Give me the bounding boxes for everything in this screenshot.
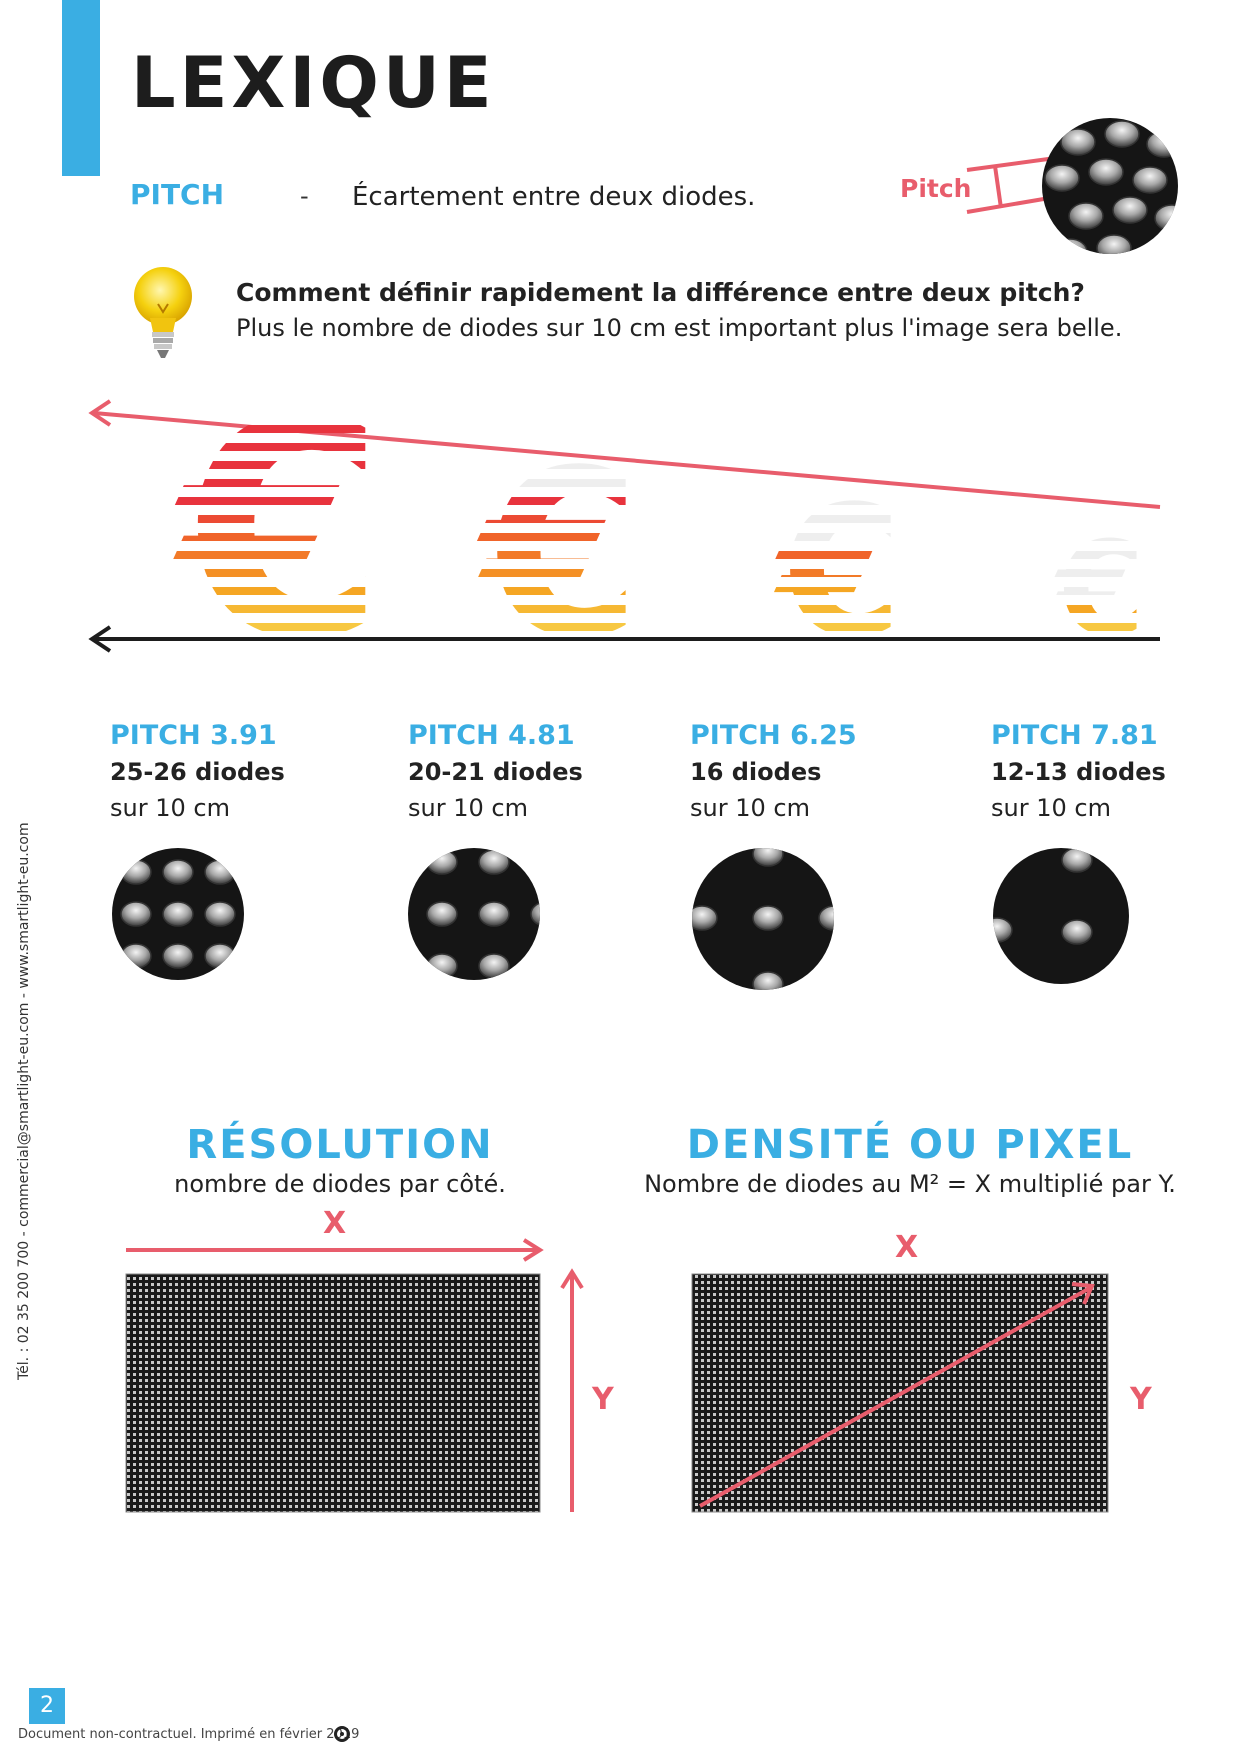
pitch-term-label: PITCH bbox=[130, 178, 225, 211]
footer-note: Document non-contractuel. Imprimé en fév… bbox=[18, 1727, 360, 1742]
page-number: 2 bbox=[29, 1688, 65, 1724]
led-sample-781-icon bbox=[993, 848, 1129, 984]
contact-sidebar-text: Tél. : 02 35 200 700 - commercial@smartl… bbox=[16, 822, 32, 1380]
pitch-name: PITCH 6.25 bbox=[690, 720, 857, 751]
led-closeup-icon bbox=[1042, 118, 1178, 254]
pitch-name: PITCH 4.81 bbox=[408, 720, 575, 751]
led-sample-625-icon bbox=[692, 848, 834, 990]
tip-answer: Plus le nombre de diodes sur 10 cm est i… bbox=[236, 314, 1123, 342]
pitch-diodes: 25-26 diodes bbox=[110, 758, 285, 786]
tip-question: Comment définir rapidement la différence… bbox=[236, 278, 1085, 307]
pitch-diodes: 16 diodes bbox=[690, 758, 822, 786]
pitch-item-391: PITCH 3.91 25-26 diodes sur 10 cm bbox=[110, 718, 370, 826]
density-title: DENSITÉ OU PIXEL bbox=[686, 1122, 1134, 1168]
pitch-diodes: 12-13 diodes bbox=[991, 758, 1166, 786]
euro-icon-large bbox=[167, 425, 386, 631]
pitch-item-481: PITCH 4.81 20-21 diodes sur 10 cm bbox=[408, 718, 668, 826]
pitch-name: PITCH 3.91 bbox=[110, 720, 277, 751]
led-sample-391-icon bbox=[112, 848, 244, 980]
pitch-item-625: PITCH 6.25 16 diodes sur 10 cm bbox=[690, 718, 950, 826]
brand-logo-icon bbox=[334, 1726, 350, 1742]
euro-icon-small bbox=[773, 468, 903, 631]
euro-icon-medium bbox=[475, 425, 642, 631]
euro-comparison-graphic: € € € € bbox=[88, 399, 1161, 653]
pitch-unit: sur 10 cm bbox=[991, 794, 1111, 822]
pitch-term-definition: Écartement entre deux diodes. bbox=[352, 182, 756, 212]
pitch-unit: sur 10 cm bbox=[110, 794, 230, 822]
pitch-diodes: 20-21 diodes bbox=[408, 758, 583, 786]
density-y-label: Y bbox=[1130, 1382, 1152, 1417]
density-panel-graphic bbox=[691, 1273, 1109, 1513]
led-sample-481-icon bbox=[408, 848, 540, 980]
pitch-unit: sur 10 cm bbox=[408, 794, 528, 822]
lightbulb-icon bbox=[134, 267, 192, 358]
header-accent-bar bbox=[62, 0, 100, 176]
pitch-term-dash: - bbox=[300, 182, 309, 210]
pitch-unit: sur 10 cm bbox=[690, 794, 810, 822]
resolution-x-label: X bbox=[323, 1206, 347, 1241]
pitch-callout-label: Pitch bbox=[900, 174, 972, 203]
euro-icon-tiny bbox=[1051, 515, 1146, 631]
density-x-label: X bbox=[895, 1230, 919, 1265]
resolution-panel-graphic bbox=[125, 1238, 584, 1513]
page-title: LEXIQUE bbox=[131, 42, 496, 124]
pitch-name: PITCH 7.81 bbox=[991, 720, 1158, 751]
resolution-subtitle: nombre de diodes par côté. bbox=[174, 1170, 506, 1198]
resolution-title: RÉSOLUTION bbox=[186, 1122, 494, 1168]
density-subtitle: Nombre de diodes au M² = X multiplié par… bbox=[644, 1170, 1176, 1198]
resolution-y-label: Y bbox=[592, 1382, 614, 1417]
pitch-item-781: PITCH 7.81 12-13 diodes sur 10 cm bbox=[991, 718, 1240, 826]
